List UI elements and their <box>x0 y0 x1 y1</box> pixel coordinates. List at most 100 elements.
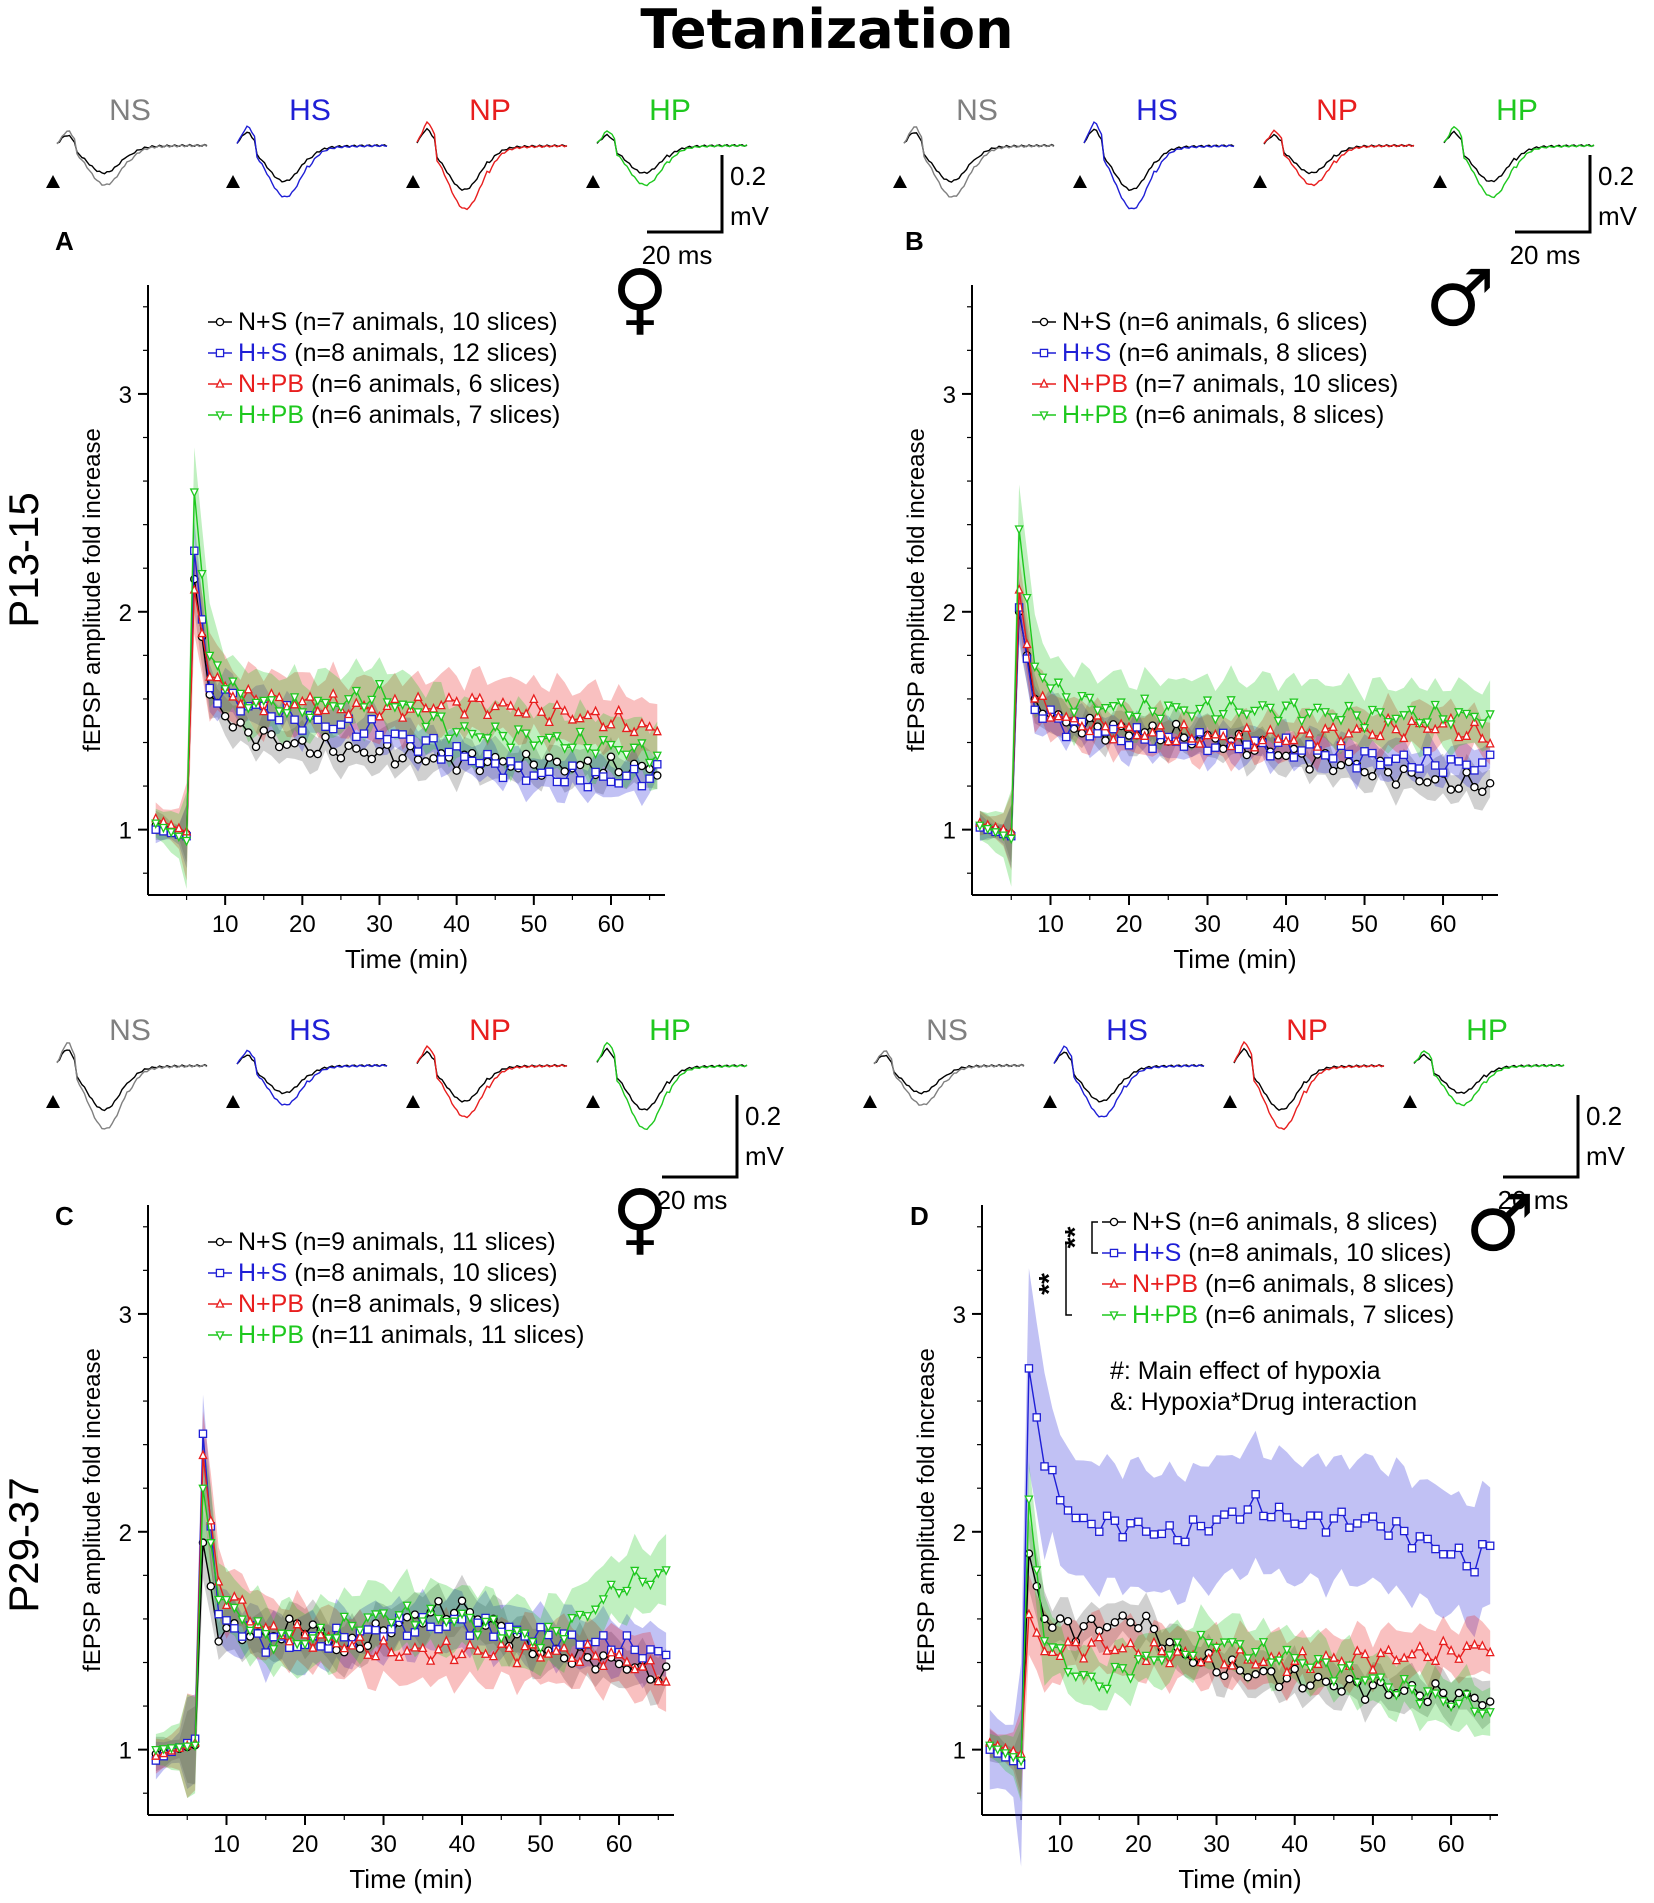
data-point <box>661 1662 671 1671</box>
data-point <box>452 728 462 738</box>
data-point <box>166 1744 177 1754</box>
data-point <box>1306 1681 1315 1690</box>
data-point <box>645 1580 656 1591</box>
data-point <box>1407 1685 1417 1695</box>
stimulus-arrow-icon <box>1223 1095 1237 1108</box>
data-point <box>475 733 485 743</box>
data-point <box>567 1652 577 1662</box>
scale-bar-lines <box>1515 155 1592 234</box>
data-point <box>328 702 338 712</box>
trace-label-np: NP <box>469 1014 511 1047</box>
data-point <box>1289 753 1299 762</box>
data-point <box>1014 525 1024 535</box>
data-point <box>198 1429 208 1439</box>
data-point <box>1407 1648 1417 1659</box>
data-point <box>1179 733 1189 742</box>
data-point <box>425 1604 436 1615</box>
data-point <box>606 740 616 751</box>
trace-baseline <box>1083 128 1235 192</box>
data-point <box>1345 1674 1354 1684</box>
data-point <box>661 1650 671 1660</box>
data-point <box>1485 1708 1495 1718</box>
data-point <box>305 691 315 701</box>
trace-label-np: NP <box>469 94 511 127</box>
data-point <box>1141 1611 1151 1621</box>
data-point <box>1281 735 1291 745</box>
data-point <box>630 1566 640 1577</box>
trace-baseline <box>1443 130 1595 183</box>
data-point <box>622 771 631 781</box>
trace-baseline <box>1413 1053 1565 1095</box>
data-point <box>261 1629 271 1640</box>
data-point <box>259 696 269 707</box>
data-point <box>1172 1638 1183 1649</box>
data-point <box>221 1595 232 1606</box>
panel-letter: D <box>910 1201 929 1231</box>
legend-series-name: H+PB <box>1132 1301 1198 1329</box>
legend-entry: H+PB (n=6 animals, 7 slices) <box>1132 1301 1454 1329</box>
data-point <box>1032 1413 1041 1422</box>
data-point <box>465 1631 475 1640</box>
legend-series-name: N+S <box>238 308 287 336</box>
data-point <box>1251 1490 1260 1499</box>
data-point <box>339 1612 349 1623</box>
legend-marker <box>1109 1311 1119 1321</box>
data-point <box>1235 1666 1245 1675</box>
trace-baseline <box>236 131 388 183</box>
data-point <box>1124 721 1134 732</box>
data-point <box>1188 1651 1198 1662</box>
data-point <box>1100 704 1111 714</box>
trace-post <box>1083 121 1235 210</box>
data-point <box>190 1741 200 1752</box>
data-point <box>429 733 438 743</box>
data-point <box>457 1596 467 1606</box>
data-point <box>1243 1505 1253 1514</box>
data-point <box>460 752 469 761</box>
data-point <box>1038 714 1047 723</box>
legend-series-detail: (n=6 animals, 8 slices) <box>1111 339 1367 367</box>
data-point <box>405 701 415 712</box>
data-point <box>344 741 353 751</box>
data-point <box>473 1631 483 1641</box>
sex-symbol-icon: ♀ <box>611 1174 668 1264</box>
series-h-pb <box>985 1495 1495 1767</box>
data-point <box>222 1623 231 1633</box>
data-point <box>1274 1502 1284 1512</box>
scale-bar-vertical-unit: mV <box>1598 201 1638 231</box>
trace-baseline <box>56 134 208 175</box>
legend-series-detail: (n=6 animals, 6 slices) <box>304 370 560 398</box>
data-point <box>1202 696 1213 706</box>
data-point <box>529 771 539 780</box>
data-point <box>1053 678 1063 689</box>
data-point <box>410 1621 420 1631</box>
data-point <box>1360 1648 1370 1659</box>
data-point <box>1446 720 1456 730</box>
data-point <box>1430 761 1440 770</box>
data-point <box>313 696 323 707</box>
data-point <box>598 1660 608 1671</box>
data-point <box>644 758 655 769</box>
trace-post <box>1053 1045 1205 1118</box>
data-point <box>378 1635 389 1645</box>
data-point <box>1092 706 1103 717</box>
data-point <box>1352 1678 1362 1688</box>
data-point <box>1470 766 1479 775</box>
data-point <box>1345 1523 1354 1532</box>
data-point <box>1399 711 1409 721</box>
data-point <box>1391 754 1401 763</box>
data-point <box>653 1569 663 1579</box>
data-point <box>1242 722 1252 732</box>
data-point <box>1047 1643 1058 1653</box>
x-tick-label: 20 <box>1125 1831 1152 1858</box>
trace-label-hs: HS <box>1136 94 1178 127</box>
data-point <box>390 729 400 739</box>
data-point <box>268 1645 279 1655</box>
y-axis-label: fEPSP amplitude fold increase <box>903 428 930 752</box>
data-point <box>599 1651 608 1660</box>
sem-band-n-pb <box>155 1411 667 1798</box>
legend-series-detail: (n=6 animals, 7 slices) <box>1198 1301 1454 1329</box>
trace-post <box>596 130 748 187</box>
data-point <box>583 744 593 754</box>
data-point <box>1265 703 1275 714</box>
data-point <box>614 746 624 756</box>
